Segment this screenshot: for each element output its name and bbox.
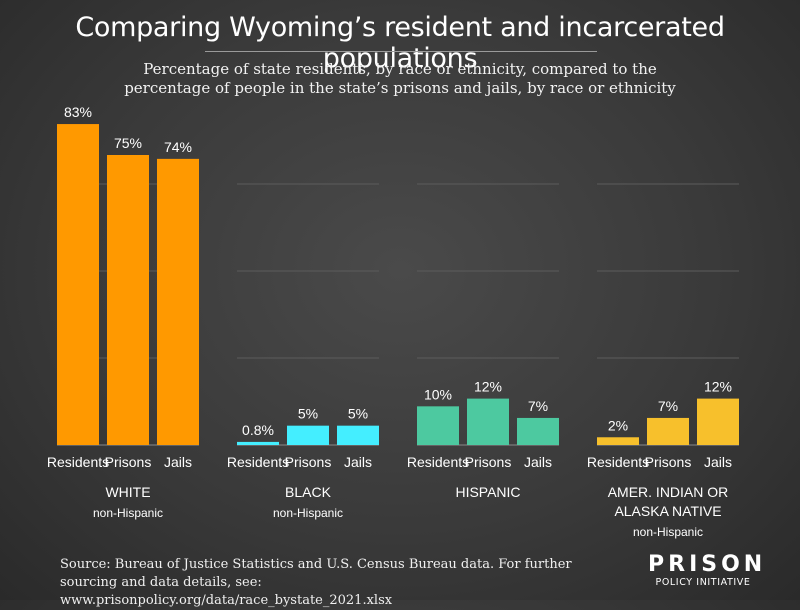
subtitle-line-2: percentage of people in the state’s pris… bbox=[124, 79, 676, 97]
bar bbox=[157, 158, 199, 445]
category-label: Residents bbox=[47, 454, 109, 470]
category-label: Jails bbox=[164, 454, 192, 470]
bar bbox=[287, 425, 329, 445]
bar bbox=[337, 425, 379, 445]
group-sublabel: non-Hispanic bbox=[273, 506, 343, 520]
data-label: 7% bbox=[658, 398, 678, 414]
group-label: AMER. INDIAN OR bbox=[608, 484, 729, 500]
category-label: Prisons bbox=[105, 454, 152, 470]
data-label: 74% bbox=[164, 139, 192, 155]
category-label: Jails bbox=[704, 454, 732, 470]
bar bbox=[107, 155, 149, 445]
data-label: 83% bbox=[64, 104, 92, 120]
group-label: WHITE bbox=[105, 484, 150, 500]
group-sublabel: non-Hispanic bbox=[93, 506, 163, 520]
bar bbox=[467, 398, 509, 445]
subtitle-line-1: Percentage of state residents, by race o… bbox=[143, 60, 657, 78]
category-label: Jails bbox=[344, 454, 372, 470]
source-note: Source: Bureau of Justice Statistics and… bbox=[60, 556, 580, 610]
category-label: Prisons bbox=[465, 454, 512, 470]
bar bbox=[697, 398, 739, 445]
data-label: 5% bbox=[298, 406, 318, 422]
data-label: 0.8% bbox=[242, 422, 274, 438]
chart-title: Comparing Wyoming’s resident and incarce… bbox=[75, 12, 725, 74]
data-label: 5% bbox=[348, 406, 368, 422]
data-label: 10% bbox=[424, 386, 452, 402]
category-label: Residents bbox=[587, 454, 649, 470]
prison-policy-logo: PRISON POLICY INITIATIVE bbox=[648, 552, 767, 589]
group-label: ALASKA NATIVE bbox=[614, 503, 721, 519]
data-label: 7% bbox=[528, 398, 548, 414]
bar bbox=[417, 406, 459, 445]
source-line-1: Source: Bureau of Justice Statistics and… bbox=[60, 557, 572, 572]
bar bbox=[237, 441, 279, 445]
data-label: 12% bbox=[474, 379, 502, 395]
bar bbox=[647, 417, 689, 445]
title-divider bbox=[205, 51, 597, 52]
logo-line-1: PRISON bbox=[648, 552, 767, 577]
category-label: Residents bbox=[227, 454, 289, 470]
group-label: BLACK bbox=[285, 484, 332, 500]
data-label: 12% bbox=[704, 379, 732, 395]
bar bbox=[57, 124, 99, 446]
category-label: Jails bbox=[524, 454, 552, 470]
category-label: Prisons bbox=[645, 454, 692, 470]
category-label: Prisons bbox=[285, 454, 332, 470]
data-label: 75% bbox=[114, 135, 142, 151]
data-label: 2% bbox=[608, 417, 628, 433]
group-label: HISPANIC bbox=[455, 484, 520, 500]
chart-subtitle: Percentage of state residents, by race o… bbox=[0, 60, 800, 98]
bar bbox=[597, 437, 639, 445]
group-sublabel: non-Hispanic bbox=[633, 525, 703, 539]
logo-line-2: POLICY INITIATIVE bbox=[655, 577, 751, 588]
bar bbox=[517, 417, 559, 445]
category-label: Residents bbox=[407, 454, 469, 470]
source-line-2: sourcing and data details, see: www.pris… bbox=[60, 575, 393, 608]
